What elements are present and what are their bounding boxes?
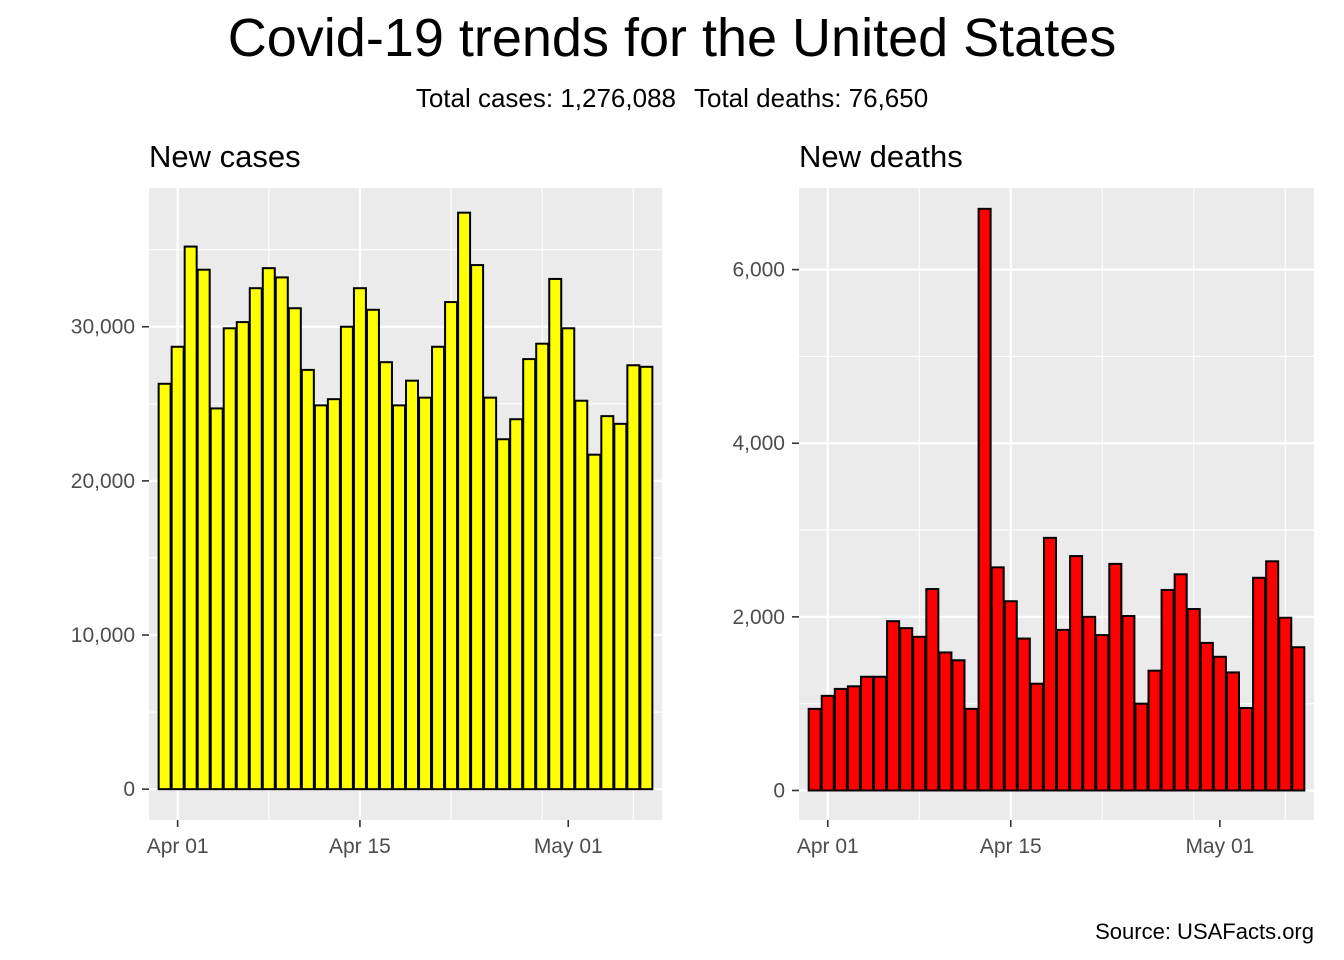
cases-bar — [431, 345, 446, 791]
cases-bar — [170, 345, 185, 791]
deaths-bar — [990, 566, 1005, 792]
deaths-bar — [1069, 555, 1084, 792]
cases-bar — [300, 368, 315, 791]
cases-bar — [405, 379, 419, 791]
cases-bar — [248, 287, 263, 791]
deaths-x-tick-label: Apr 01 — [797, 835, 859, 858]
cases-bar — [313, 404, 328, 791]
cases-y-tick-label: 30,000 — [71, 316, 135, 339]
deaths-bar — [1016, 637, 1031, 792]
cases-x-tick-label: Apr 15 — [329, 835, 391, 858]
cases-bar — [535, 342, 550, 791]
deaths-bar — [1003, 600, 1018, 792]
chart-title: Covid-19 trends for the United States — [227, 8, 1117, 68]
cases-bar — [483, 396, 498, 791]
deaths-bar — [938, 651, 953, 792]
cases-bar — [613, 422, 628, 791]
deaths-bar — [951, 659, 966, 792]
cases-bar — [522, 358, 537, 791]
chart-subtitle: Total cases: 1,276,088 Total deaths: 76,6… — [0, 82, 1344, 114]
deaths-bar — [1252, 576, 1267, 792]
deaths-x-tick-label: Apr 15 — [980, 835, 1042, 858]
cases-bar — [261, 267, 276, 791]
cases-y-tick-label: 0 — [123, 778, 135, 801]
cases-bar — [574, 399, 589, 791]
deaths-bar — [1147, 669, 1162, 792]
cases-x-tick-label: Apr 01 — [147, 835, 209, 858]
deaths-bar — [1082, 615, 1097, 792]
cases-bar — [326, 398, 341, 791]
cases-bar — [274, 276, 289, 791]
cases-bar — [352, 287, 367, 791]
deaths-bar — [1108, 562, 1123, 792]
deaths-x-tick-label: May 01 — [1185, 835, 1254, 858]
cases-bar — [587, 453, 602, 791]
deaths-bar — [807, 707, 822, 792]
deaths-bar — [899, 627, 914, 792]
deaths-bar — [1265, 560, 1280, 792]
deaths-bar — [1186, 608, 1201, 792]
deaths-bar — [1291, 646, 1306, 792]
cases-bar — [157, 382, 172, 791]
cases-bar — [548, 277, 563, 791]
deaths-bar — [1199, 641, 1214, 792]
deaths-bar — [964, 707, 979, 792]
deaths-bar — [1029, 682, 1044, 792]
deaths-bar — [1160, 588, 1175, 792]
deaths-bar — [820, 694, 835, 792]
deaths-bar — [859, 675, 874, 792]
deaths-bar — [886, 620, 901, 792]
deaths-bar — [833, 687, 848, 792]
cases-y-tick-label: 10,000 — [71, 624, 135, 647]
cases-bar — [561, 327, 576, 791]
cases-bar — [457, 211, 472, 791]
deaths-bar — [1121, 614, 1136, 792]
cases-bar — [626, 364, 641, 791]
cases-bar — [183, 245, 198, 791]
subtitle-total-deaths: Total deaths: 76,650 — [694, 83, 929, 113]
cases-bar — [378, 361, 393, 791]
deaths-y-tick-label: 2,000 — [732, 606, 785, 629]
cases-bar — [365, 308, 380, 791]
subtitle-total-cases: Total cases: 1,276,088 — [415, 83, 676, 113]
deaths-bar — [925, 588, 940, 792]
deaths-bar — [1278, 616, 1293, 792]
deaths-panel-title: New deaths — [799, 139, 963, 174]
deaths-y-tick-label: 6,000 — [732, 259, 785, 282]
deaths-bar — [1056, 628, 1071, 792]
deaths-bar — [1134, 702, 1149, 792]
deaths-bar — [1239, 707, 1254, 792]
cases-bar — [470, 264, 485, 791]
cases-bar — [509, 418, 524, 791]
cases-x-tick-label: May 01 — [534, 835, 603, 858]
cases-bar — [196, 268, 211, 791]
deaths-bar — [977, 207, 992, 792]
cases-bar — [600, 415, 615, 791]
deaths-bar — [1095, 634, 1110, 792]
cases-bar — [496, 438, 511, 791]
cases-y-tick-label: 20,000 — [71, 470, 135, 493]
deaths-bar — [1225, 671, 1240, 792]
cases-panel-title: New cases — [149, 139, 301, 174]
deaths-bar — [1042, 536, 1057, 792]
deaths-bar — [846, 685, 861, 792]
cases-bar — [392, 404, 406, 791]
cases-bar — [287, 307, 302, 791]
deaths-bar — [873, 675, 888, 792]
deaths-y-tick-label: 4,000 — [732, 432, 785, 455]
cases-bar — [339, 325, 354, 791]
cases-bar — [444, 301, 459, 791]
source-caption: Source: USAFacts.org — [1095, 919, 1314, 944]
deaths-bar — [1212, 655, 1227, 792]
cases-bar — [639, 365, 654, 791]
deaths-bar — [1173, 573, 1188, 792]
cases-bar — [222, 327, 237, 791]
cases-bar — [209, 407, 224, 791]
deaths-bar — [912, 635, 927, 792]
cases-bar — [235, 321, 250, 791]
cases-bar — [418, 396, 433, 791]
deaths-y-tick-label: 0 — [773, 779, 785, 802]
